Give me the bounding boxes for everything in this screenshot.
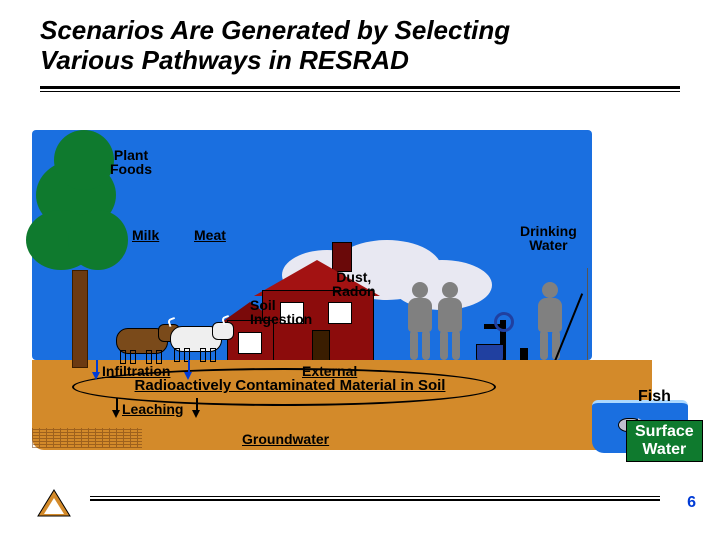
person-icon bbox=[432, 282, 468, 360]
title-underline bbox=[40, 86, 680, 94]
house-window bbox=[238, 332, 262, 354]
label-soil-ingestion: SoilIngestion bbox=[250, 298, 312, 326]
arrow-leaching-head bbox=[112, 410, 120, 418]
faucet-wheel-icon bbox=[494, 312, 514, 332]
house-window bbox=[328, 302, 352, 324]
fisher-icon bbox=[532, 282, 568, 360]
root-zone-hatch bbox=[32, 428, 142, 448]
footer-rule bbox=[90, 496, 660, 502]
label-surface-water: SurfaceWater bbox=[626, 420, 703, 462]
label-groundwater: Groundwater bbox=[242, 432, 329, 446]
label-leaching: Leaching bbox=[122, 402, 183, 416]
label-milk: Milk bbox=[132, 228, 159, 242]
label-dust-radon: Dust,Radon bbox=[332, 270, 376, 298]
page-number: 6 bbox=[687, 494, 696, 512]
title-line-1: Scenarios Are Generated by Selecting bbox=[40, 15, 510, 45]
label-drinking-water: DrinkingWater bbox=[520, 224, 577, 252]
title-line-2: Various Pathways in RESRAD bbox=[40, 45, 409, 75]
arrow-leaching-head bbox=[192, 410, 200, 418]
pathway-diagram: PlantFoods Milk Meat SoilIngestion Dust,… bbox=[32, 120, 688, 450]
label-plant-foods: PlantFoods bbox=[110, 148, 152, 176]
house-door bbox=[312, 330, 330, 362]
label-contaminated-zone: Radioactively Contaminated Material in S… bbox=[90, 378, 490, 393]
label-external: External bbox=[302, 364, 357, 378]
arrow-infiltration-head bbox=[184, 372, 192, 380]
tree-crown-icon bbox=[68, 210, 128, 270]
cow-bw-icon bbox=[160, 318, 230, 360]
label-infiltration: Infiltration bbox=[102, 364, 170, 378]
tree-trunk-icon bbox=[72, 270, 88, 368]
logo-icon bbox=[34, 486, 74, 520]
label-fish: Fish bbox=[638, 388, 671, 406]
tree-crown-icon bbox=[54, 130, 114, 190]
label-meat: Meat bbox=[194, 228, 226, 242]
arrow-infiltration-head bbox=[92, 372, 100, 380]
slide-title: Scenarios Are Generated by Selecting Var… bbox=[40, 16, 660, 76]
